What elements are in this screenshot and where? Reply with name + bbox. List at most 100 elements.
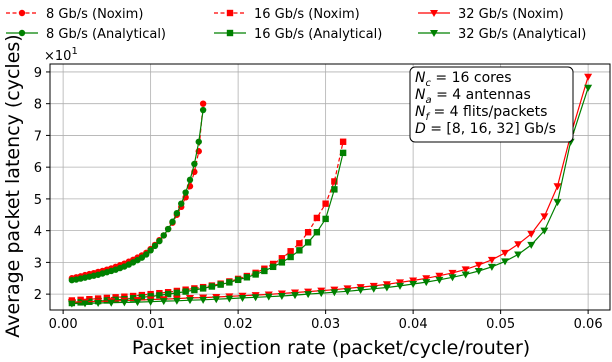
data-point [339,149,347,157]
x-tick-label: 0.02 [224,317,253,332]
data-point [396,282,404,290]
data-point [199,106,207,114]
data-point [313,214,321,222]
data-point [278,255,286,262]
data-point [527,230,536,238]
data-point [172,297,181,305]
plot-frame [49,63,611,311]
data-point [199,100,207,107]
x-tick-label: 0.03 [311,317,340,332]
data-point [369,285,378,293]
annotation-line: D = [8, 16, 32] Gb/s [415,121,556,137]
x-tick-label: 0.00 [49,317,78,332]
data-point [143,251,150,258]
y-tick-label: 9 [34,66,42,81]
legend-label: 8 Gb/s (Analytical) [46,27,166,42]
data-point [173,289,181,297]
legend-label: 8 Gb/s (Noxim) [46,7,143,22]
data-point [103,297,111,304]
ticks: 0.00 0.01 0.02 0.03 0.04 0.05 0.06 2 3 4 5 6 7 8 9 [34,66,603,332]
data-point [199,296,208,304]
data-point [527,241,536,249]
data-point [208,283,216,290]
data-point [313,229,321,236]
data-point [264,293,273,301]
data-point [226,279,233,286]
data-point [191,286,198,294]
data-point [269,263,277,271]
data-point [251,294,260,302]
data-point [151,242,159,250]
data-point [343,288,352,296]
data-point [304,239,312,246]
data-point [164,290,172,298]
data-point [169,218,176,225]
y-axis-label: Average packet latency (cycles) [2,34,24,337]
legend-swatch-marker [430,10,438,17]
data-point [261,267,268,275]
data-point [159,298,168,306]
data-point [182,189,189,196]
data-point [553,183,562,191]
data-point [129,295,137,302]
data-point [304,291,313,299]
data-point [540,227,549,235]
data-point [304,229,312,236]
series-line [71,152,344,304]
data-point [501,249,509,257]
data-point [317,290,326,298]
data-point [287,248,294,255]
series-3 [68,149,347,307]
legend-swatch-marker [18,29,26,37]
data-point [160,232,167,239]
legend-swatch-marker [18,9,26,17]
legend-swatch-marker [226,9,234,17]
data-point [501,258,509,266]
data-point [156,292,163,299]
data-point [234,276,242,284]
legend: 8 Gb/s (Noxim) 16 Gb/s (Noxim) 32 Gb/s (No… [6,7,586,42]
y-tick-label: 2 [34,288,42,303]
data-point [474,267,483,275]
data-point [243,274,251,281]
data-point [461,266,470,274]
legend-item: 8 Gb/s (Noxim) [6,7,143,22]
legend-item: 32 Gb/s (Analytical) [418,27,586,42]
data-point [133,299,142,307]
data-point [94,300,103,308]
legend-label: 32 Gb/s (Analytical) [458,27,586,42]
legend-label: 16 Gb/s (Noxim) [254,7,360,22]
data-point [252,271,259,278]
data-point [487,256,496,264]
y-tick-label: 6 [34,161,42,176]
data-point [331,186,338,193]
data-point [339,138,347,145]
data-point [147,293,154,300]
data-point [212,296,221,304]
data-point [435,276,444,284]
series-layer [67,73,593,308]
data-point [164,225,172,233]
data-point [112,296,119,304]
data-point [195,138,202,145]
data-point [147,247,154,254]
data-point [330,289,339,297]
data-point [277,293,286,301]
series-5 [67,84,593,308]
data-point [156,237,163,245]
data-point [448,269,457,277]
legend-label: 16 Gb/s (Analytical) [254,27,382,42]
data-point [356,287,365,295]
legend-item: 32 Gb/s (Noxim) [418,7,564,22]
data-point [178,200,185,207]
series-2 [68,138,347,304]
data-point [107,299,116,307]
data-point [514,241,523,249]
data-point [409,280,418,288]
series-line [71,76,589,303]
data-point [81,300,89,308]
y-tick-label: 3 [34,256,42,271]
legend-item: 16 Gb/s (Noxim) [214,7,360,22]
data-point [296,240,303,247]
